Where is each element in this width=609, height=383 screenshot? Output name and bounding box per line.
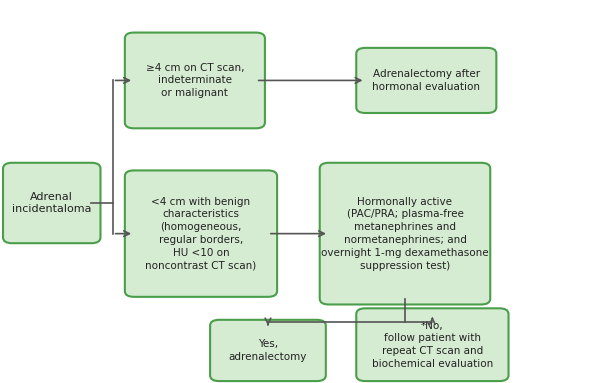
FancyBboxPatch shape — [356, 48, 496, 113]
FancyBboxPatch shape — [210, 320, 326, 381]
Text: Hormonally active
(PAC/PRA; plasma-free
metanephrines and
normetanephrines; and
: Hormonally active (PAC/PRA; plasma-free … — [321, 196, 489, 271]
Text: Adrenal
incidentaloma: Adrenal incidentaloma — [12, 192, 91, 214]
FancyBboxPatch shape — [3, 163, 100, 243]
FancyBboxPatch shape — [356, 308, 509, 381]
Text: *No,
follow patient with
repeat CT scan and
biochemical evaluation: *No, follow patient with repeat CT scan … — [371, 321, 493, 369]
Text: ≥4 cm on CT scan,
indeterminate
or malignant: ≥4 cm on CT scan, indeterminate or malig… — [146, 63, 244, 98]
Text: Yes,
adrenalectomy: Yes, adrenalectomy — [229, 339, 307, 362]
Text: Adrenalectomy after
hormonal evaluation: Adrenalectomy after hormonal evaluation — [372, 69, 481, 92]
FancyBboxPatch shape — [125, 33, 265, 128]
Text: <4 cm with benign
characteristics
(homogeneous,
regular borders,
HU <10 on
nonco: <4 cm with benign characteristics (homog… — [146, 196, 256, 271]
FancyBboxPatch shape — [320, 163, 490, 304]
FancyBboxPatch shape — [125, 170, 277, 297]
